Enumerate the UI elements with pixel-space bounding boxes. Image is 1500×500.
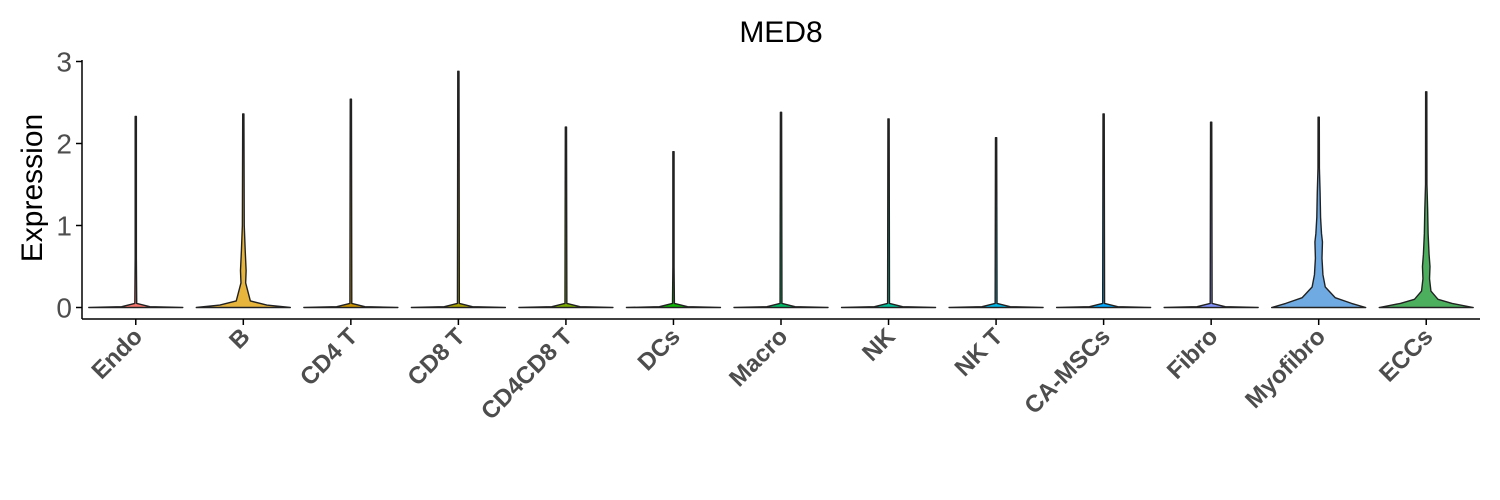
x-tick-label: CA-MSCs <box>1019 323 1115 419</box>
violin-cd8-t <box>410 70 507 309</box>
y-axis-label: Expression <box>16 114 49 262</box>
x-tick-label: ECCs <box>1374 323 1438 387</box>
x-tick-label: CD4CD8 T <box>476 323 578 425</box>
x-tick-label: NK T <box>950 323 1009 382</box>
violin-cd4cd8-t <box>518 126 614 309</box>
x-tick-label: Fibro <box>1162 323 1224 385</box>
violin-fibro <box>1163 121 1259 309</box>
violin-macro <box>733 111 829 309</box>
violin-b <box>195 113 292 309</box>
x-tick-label: B <box>224 323 255 354</box>
violin-cd4-t <box>303 98 399 309</box>
x-tick-label: CD8 T <box>403 323 471 391</box>
x-tick-label: Myofibro <box>1240 323 1331 414</box>
y-tick-label: 1 <box>56 211 72 242</box>
x-tick-label: NK <box>857 323 901 367</box>
violin-myofibro <box>1270 116 1367 309</box>
chart-title: MED8 <box>739 16 822 49</box>
y-tick-label: 2 <box>56 129 72 160</box>
x-tick-label: CD4 T <box>295 323 363 391</box>
violin-nk <box>840 118 937 309</box>
x-tick-label: DCs <box>633 323 686 376</box>
x-tick-label: Endo <box>86 323 148 385</box>
violin-nk-t <box>948 137 1044 309</box>
y-tick-label: 0 <box>56 293 72 324</box>
plot-area <box>88 70 1474 309</box>
violin-ca-mscs <box>1055 113 1152 309</box>
violin-eccs <box>1378 91 1474 309</box>
y-tick-label: 3 <box>56 47 72 78</box>
violin-endo <box>88 115 184 309</box>
x-tick-label: Macro <box>724 323 793 392</box>
violin-dcs <box>625 151 722 309</box>
